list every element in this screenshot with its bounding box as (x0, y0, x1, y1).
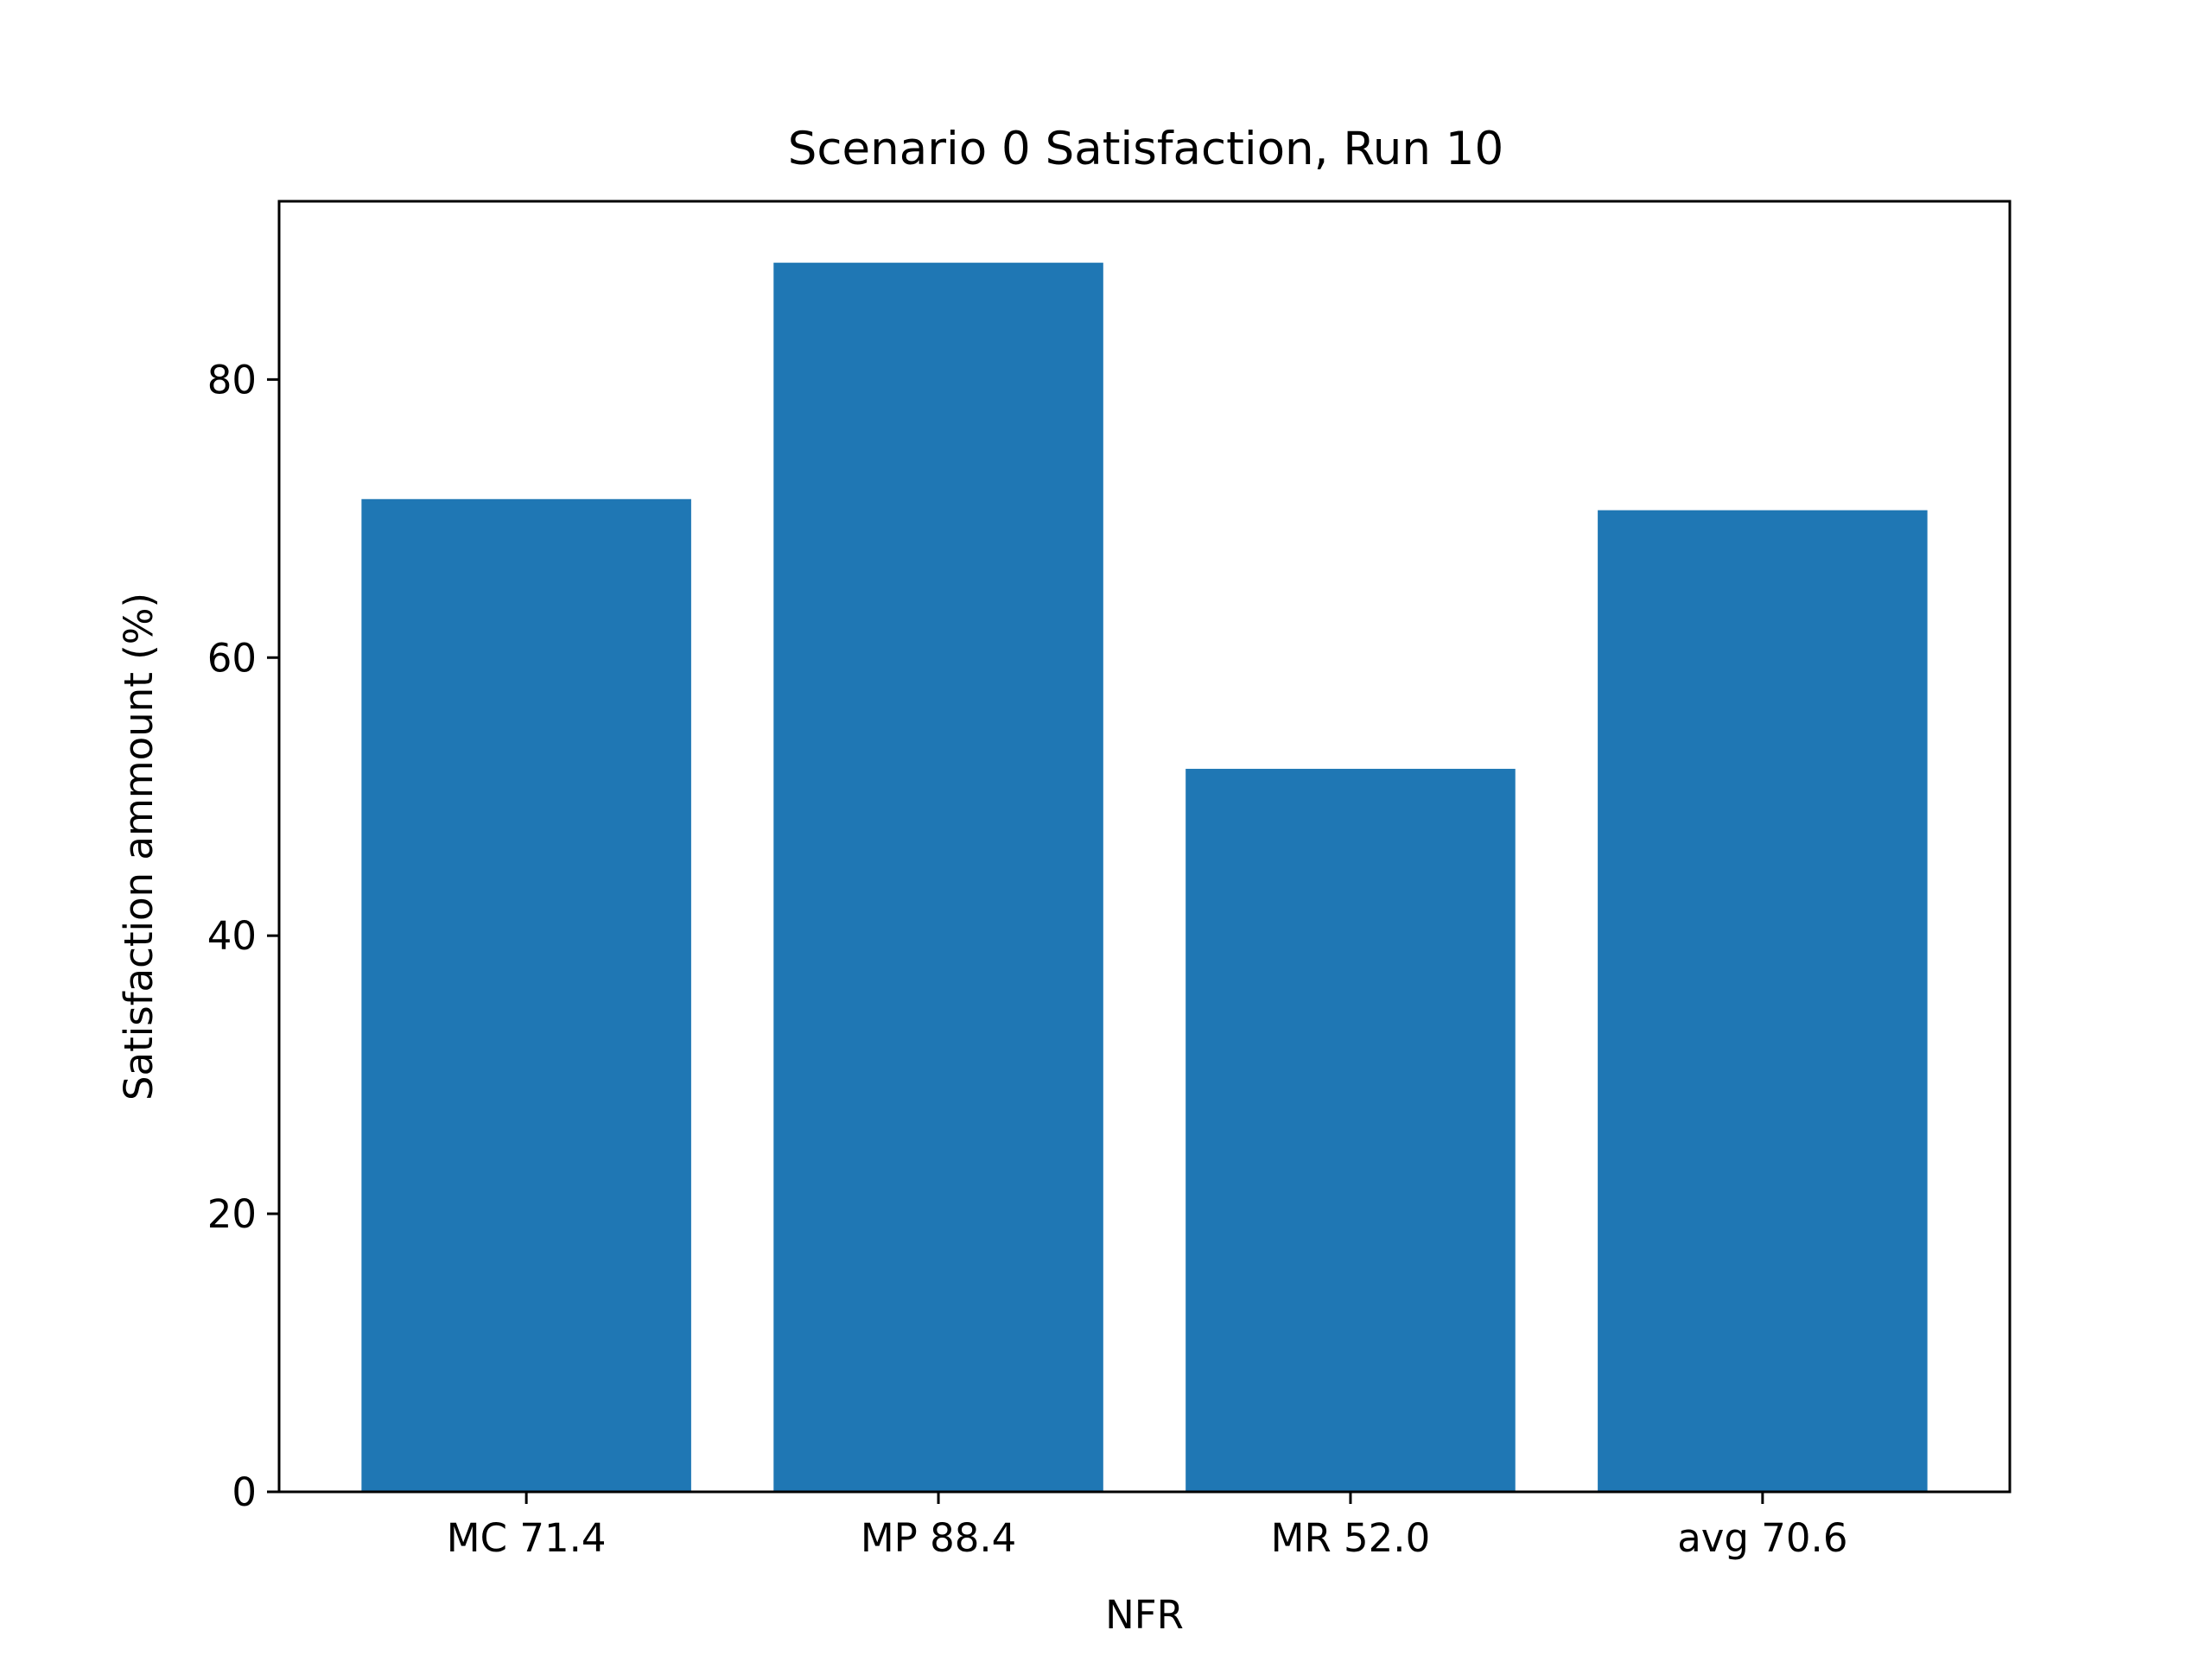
y-tick-label: 20 (207, 1191, 257, 1237)
y-tick-label: 60 (207, 635, 257, 681)
x-tick-label: MC 71.4 (447, 1515, 607, 1561)
bar (1185, 769, 1516, 1492)
bar (361, 498, 691, 1492)
y-tick-label: 0 (232, 1469, 257, 1515)
y-tick-label: 40 (207, 913, 257, 959)
y-axis: 0 20 40 60 80 (207, 357, 279, 1515)
y-tick-label: 80 (207, 357, 257, 403)
x-tick-label: MR 52.0 (1271, 1515, 1431, 1561)
plot-area-frame (277, 200, 2012, 1494)
x-tick-label: avg 70.6 (1677, 1515, 1847, 1561)
x-tick-label: MP 88.4 (861, 1515, 1016, 1561)
x-axis: MC 71.4 MP 88.4 MR 52.0 avg 70.6 (447, 1492, 1847, 1561)
chart-title: Scenario 0 Satisfaction, Run 10 (788, 123, 1503, 175)
bars-layer (361, 263, 1928, 1493)
bar (773, 263, 1103, 1493)
bar (1598, 510, 1928, 1492)
y-axis-label: Satisfaction ammount (%) (116, 593, 162, 1101)
x-axis-label: NFR (1105, 1592, 1184, 1638)
